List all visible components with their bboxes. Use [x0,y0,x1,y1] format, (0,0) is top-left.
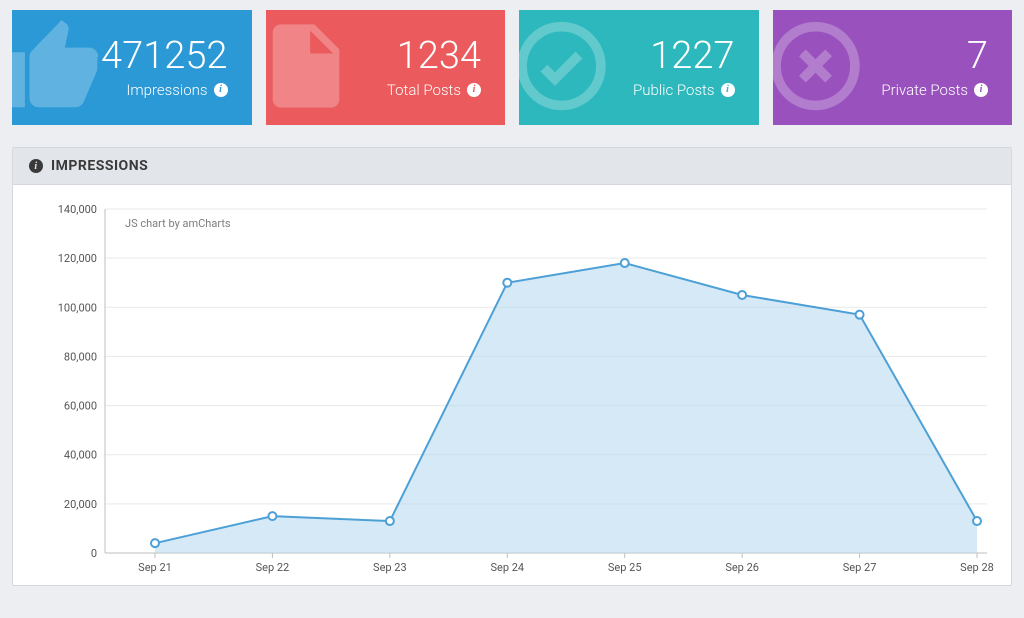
impressions-panel: i IMPRESSIONS 0 20,000 40,000 60,000 80,000 1… [12,147,1012,586]
check-circle-icon [519,13,614,122]
svg-text:Sep 25: Sep 25 [608,561,642,574]
total-posts-value: 1234 [397,37,481,75]
svg-text:80,000: 80,000 [64,350,97,363]
total-posts-label: Total Posts i [387,81,481,99]
panel-title: IMPRESSIONS [51,158,148,174]
total-posts-card[interactable]: 1234 Total Posts i [266,10,506,125]
svg-text:40,000: 40,000 [64,449,97,462]
svg-text:Sep 22: Sep 22 [256,561,290,574]
svg-text:Sep 21: Sep 21 [138,561,172,574]
panel-header: i IMPRESSIONS [13,148,1011,185]
info-icon[interactable]: i [974,83,988,97]
svg-text:120,000: 120,000 [58,252,97,265]
private-posts-value: 7 [967,37,988,75]
svg-text:140,000: 140,000 [58,203,97,216]
private-posts-card[interactable]: 7 Private Posts i [773,10,1013,125]
svg-text:0: 0 [91,547,97,560]
svg-text:JS chart by amCharts: JS chart by amCharts [125,217,231,230]
file-icon [266,16,356,120]
impressions-value: 471252 [101,37,227,75]
impressions-card[interactable]: 471252 Impressions i [12,10,252,125]
private-posts-label: Private Posts i [881,81,988,99]
x-circle-icon [773,13,868,122]
svg-text:Sep 26: Sep 26 [725,561,759,574]
public-posts-value: 1227 [650,37,734,75]
impressions-chart[interactable]: 0 20,000 40,000 60,000 80,000 100,000 120,000 1… [13,185,1011,585]
info-icon[interactable]: i [214,83,228,97]
thumbs-up-icon [12,11,112,125]
public-posts-card[interactable]: 1227 Public Posts i [519,10,759,125]
public-posts-label: Public Posts i [633,81,735,99]
svg-text:100,000: 100,000 [58,301,97,314]
stat-cards-row: 471252 Impressions i 1234 Total Posts i … [12,10,1012,125]
svg-text:Sep 27: Sep 27 [843,561,877,574]
info-icon[interactable]: i [721,83,735,97]
svg-text:Sep 24: Sep 24 [490,561,524,574]
impressions-label: Impressions i [126,81,227,99]
svg-text:Sep 28: Sep 28 [960,561,994,574]
svg-text:60,000: 60,000 [64,400,97,413]
info-icon[interactable]: i [467,83,481,97]
info-icon: i [29,159,43,173]
svg-text:Sep 23: Sep 23 [373,561,407,574]
svg-text:20,000: 20,000 [64,498,97,511]
